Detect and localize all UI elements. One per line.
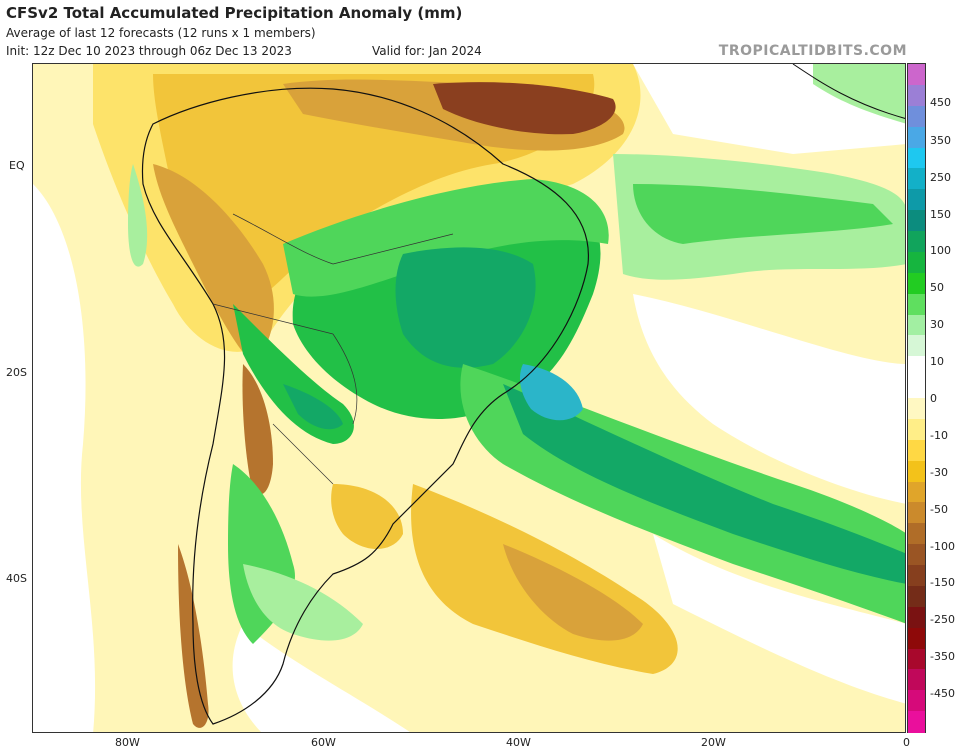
colorbar-segment [908, 606, 925, 629]
colorbar [907, 63, 926, 733]
wet-area-north-atlantic-green [633, 184, 893, 244]
country-borders [212, 213, 454, 485]
colorbar-segment [908, 105, 925, 128]
colorbar-label: -350 [930, 650, 955, 663]
colorbar-segment [908, 189, 925, 211]
south-america-coastline [141, 87, 589, 725]
wet-area-patagonia [243, 564, 363, 641]
colorbar-label: -100 [930, 540, 955, 553]
valid-time: Valid for: Jan 2024 [372, 44, 482, 58]
lat-label-eq: EQ [9, 159, 25, 172]
white-area-west [33, 184, 96, 732]
colorbar-segment [908, 210, 925, 232]
colorbar-segment [908, 251, 925, 274]
colorbar-label: 250 [930, 171, 951, 184]
colorbar-segment [908, 648, 925, 670]
lat-label-20s: 20S [6, 366, 27, 379]
colorbar-segment [908, 627, 925, 649]
colorbar-segment [908, 711, 925, 733]
colorbar-segment [908, 231, 925, 253]
colorbar-segment [908, 168, 925, 190]
colorbar-segment [908, 272, 925, 295]
colorbar-segment [908, 314, 925, 336]
wet-area-pantanal-dark [283, 384, 343, 430]
colorbar-segment [908, 356, 925, 378]
colorbar-label: -50 [930, 503, 948, 516]
colorbar-segment [908, 398, 925, 420]
colorbar-segment [908, 669, 925, 691]
wet-area-brazil-light [283, 179, 609, 297]
map-panel [32, 63, 906, 733]
colorbar-label: 0 [930, 392, 937, 405]
colorbar-segment [908, 523, 925, 545]
colorbar-segment [908, 565, 925, 587]
chart-subtitle: Average of last 12 forecasts (12 runs x … [6, 26, 316, 40]
colorbar-segment [908, 293, 925, 315]
africa-coastline [792, 64, 905, 119]
white-area-south [653, 534, 905, 704]
colorbar-segment [908, 147, 925, 169]
colorbar-segment [908, 335, 925, 357]
colorbar-segment [908, 126, 925, 148]
lon-label-60w: 60W [311, 736, 336, 749]
wet-area-west-coast [128, 164, 148, 267]
colorbar-label: 100 [930, 244, 951, 257]
colorbar-label: 50 [930, 281, 944, 294]
lat-label-40s: 40S [6, 572, 27, 585]
wet-area-sacz-teal [519, 364, 583, 421]
colorbar-label: 10 [930, 355, 944, 368]
lon-label-40w: 40W [506, 736, 531, 749]
wet-area-ne-corner [813, 64, 905, 124]
colorbar-segment [908, 64, 925, 86]
colorbar-label: -10 [930, 429, 948, 442]
colorbar-segment [908, 377, 925, 399]
colorbar-label: 30 [930, 318, 944, 331]
lon-label-20w: 20W [701, 736, 726, 749]
chart-title: CFSv2 Total Accumulated Precipitation An… [6, 4, 463, 22]
colorbar-segment [908, 439, 925, 462]
brand-watermark: TROPICALTIDBITS.COM [718, 43, 907, 59]
colorbar-label: 450 [930, 96, 951, 109]
white-area-east [633, 294, 905, 504]
init-time: Init: 12z Dec 10 2023 through 06z Dec 13… [6, 44, 292, 58]
dry-area-uruguay-gold [331, 484, 403, 549]
colorbar-label: 150 [930, 208, 951, 221]
colorbar-label: -450 [930, 687, 955, 700]
wet-area-sacz-dark [503, 384, 905, 584]
colorbar-label: 350 [930, 134, 951, 147]
lon-label-80w: 80W [115, 736, 140, 749]
dry-area-south-orange [503, 544, 643, 641]
dry-area-andes-brown [242, 364, 273, 495]
colorbar-label: -250 [930, 613, 955, 626]
colorbar-segment [908, 544, 925, 566]
dry-area-amazon-dark [433, 82, 616, 135]
colorbar-segment [908, 84, 925, 107]
dry-area-peru-brown [153, 164, 274, 364]
colorbar-label: -30 [930, 466, 948, 479]
precip-anomaly-map [33, 64, 905, 732]
lon-label-0: 0 [903, 736, 910, 749]
colorbar-label: -150 [930, 576, 955, 589]
white-area-sw [232, 624, 410, 732]
wet-area-brazil-dark [395, 247, 536, 368]
colorbar-segment [908, 481, 925, 503]
colorbar-segment [908, 460, 925, 482]
colorbar-segment [908, 585, 925, 608]
colorbar-segment [908, 502, 925, 524]
colorbar-segment [908, 418, 925, 441]
colorbar-segment [908, 690, 925, 712]
